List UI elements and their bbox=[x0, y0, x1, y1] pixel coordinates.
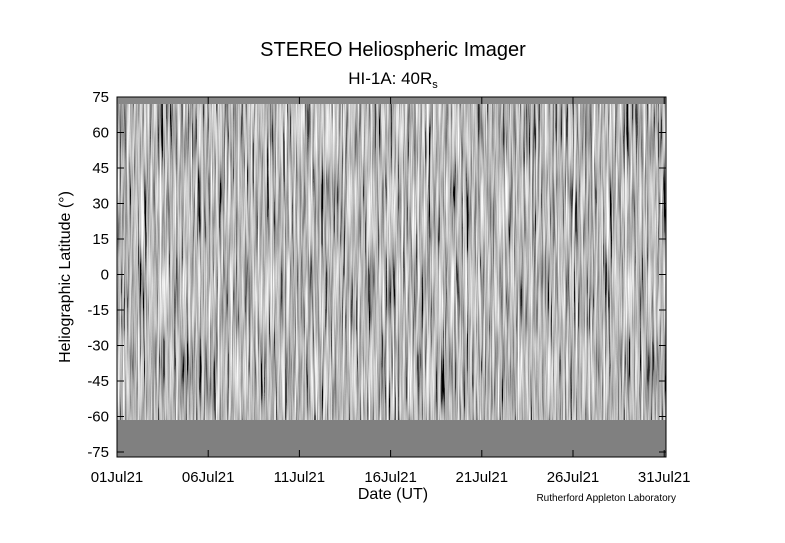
x-tick-label: 21Jul21 bbox=[456, 469, 509, 486]
y-tick-label: -75 bbox=[87, 444, 109, 461]
x-tick-label: 16Jul21 bbox=[364, 469, 417, 486]
x-tick-label: 01Jul21 bbox=[91, 469, 144, 486]
subtitle-subscript: s bbox=[432, 79, 438, 91]
credit: Rutherford Appleton Laboratory bbox=[536, 493, 676, 504]
y-tick-label: -60 bbox=[87, 409, 109, 426]
image-texture bbox=[117, 104, 666, 420]
y-tick-label: 75 bbox=[92, 89, 109, 106]
y-tick-label: 60 bbox=[92, 125, 109, 142]
y-axis-label: Heliographic Latitude (°) bbox=[57, 191, 74, 363]
y-tick-label: 0 bbox=[101, 267, 109, 284]
subtitle-text: HI-1A: 40R bbox=[348, 69, 432, 88]
plot-frame bbox=[116, 96, 667, 458]
x-tick-label: 26Jul21 bbox=[547, 469, 600, 486]
image-area bbox=[117, 97, 666, 457]
x-tick-label: 11Jul21 bbox=[274, 469, 325, 486]
y-tick-label: -15 bbox=[87, 302, 109, 319]
chart-title: STEREO Heliospheric Imager bbox=[260, 39, 526, 61]
y-tick-label: 45 bbox=[92, 160, 109, 177]
y-tick-label: 15 bbox=[92, 231, 109, 248]
x-tick-label: 06Jul21 bbox=[182, 469, 235, 486]
y-tick-label: 30 bbox=[92, 196, 109, 213]
y-tick-label: -30 bbox=[87, 338, 109, 355]
x-axis-label: Date (UT) bbox=[358, 486, 428, 503]
chart-subtitle: HI-1A: 40Rs bbox=[348, 69, 438, 91]
x-tick-label: 31Jul21 bbox=[638, 469, 691, 486]
y-tick-label: -45 bbox=[87, 373, 109, 390]
image-mask bbox=[117, 420, 666, 457]
